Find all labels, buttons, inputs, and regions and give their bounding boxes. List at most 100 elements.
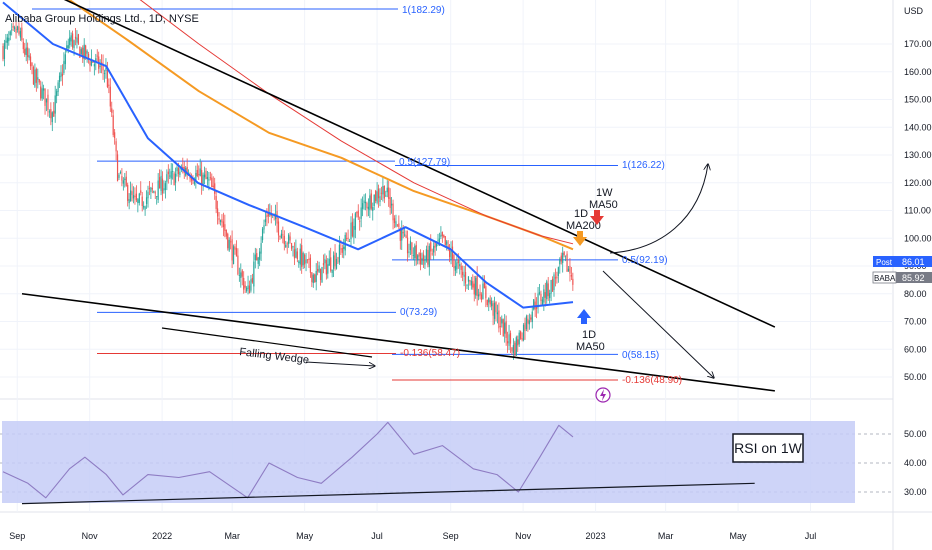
candle-body [462, 271, 464, 276]
candle-body [408, 251, 410, 253]
price-tick-label: 110.00 [904, 206, 931, 216]
candles [2, 19, 574, 360]
candle-body [367, 206, 369, 210]
candle-body [219, 220, 222, 222]
candle-body [167, 171, 169, 175]
candle-body [440, 234, 442, 237]
candle-body [533, 299, 535, 310]
candle-body [311, 272, 313, 283]
candle-body [257, 257, 259, 264]
candle-body [54, 95, 56, 114]
candle-body [396, 224, 398, 226]
candle-body [101, 62, 103, 64]
candle-body [160, 175, 162, 191]
candle-body [266, 215, 268, 218]
candle-body [315, 270, 317, 282]
candle-body [50, 109, 52, 119]
candle-body [305, 259, 307, 264]
candle-body [454, 266, 456, 271]
currency-label: USD [904, 6, 924, 16]
candle-body [132, 195, 135, 199]
candle-body [51, 112, 53, 123]
candle-body [563, 251, 565, 256]
candle-body [260, 243, 262, 254]
candle-body [422, 254, 425, 261]
price-pane[interactable] [0, 0, 893, 398]
candle-body [412, 255, 414, 256]
candle-body [247, 285, 249, 290]
candle-body [417, 255, 419, 261]
breakout-projection-arrow [609, 164, 708, 254]
candle-body [389, 197, 391, 209]
candle-body [29, 56, 32, 67]
candle-body [147, 191, 149, 199]
candle-body [83, 44, 85, 60]
candle-body [90, 59, 93, 66]
candle-body [96, 55, 98, 57]
candle-body [119, 172, 122, 174]
candle-body [366, 203, 368, 209]
candle-body [288, 234, 290, 244]
rsi-axis[interactable]: 30.00 40.00 50.00 [904, 429, 927, 497]
candle-body [18, 26, 20, 34]
candle-body [116, 154, 119, 182]
time-axis[interactable]: Sep Nov 2022 Mar May Jul Sep Nov 2023 Mar May Jul [9, 531, 816, 541]
candle-body [453, 254, 455, 269]
candle-body [121, 176, 123, 181]
candle-body [444, 236, 446, 245]
price-axis[interactable]: 50.0060.0070.0080.0090.00100.00110.00120… [904, 39, 932, 382]
candle-body [77, 34, 79, 44]
candle-body [263, 225, 265, 230]
candle-body [240, 272, 242, 278]
candle-body [86, 50, 88, 54]
time-tick-label: Nov [82, 531, 99, 541]
candle-body [476, 275, 478, 297]
candle-body [356, 212, 358, 214]
candle-body [201, 170, 203, 187]
candle-body [508, 334, 510, 346]
candle-body [112, 115, 114, 135]
candle-body [559, 258, 561, 265]
candle-body [105, 67, 107, 72]
candle-body [466, 285, 468, 286]
candle-body [322, 263, 325, 266]
candle-body [507, 341, 509, 344]
candle-body [218, 218, 220, 221]
candle-body [48, 111, 50, 113]
candle-body [217, 208, 219, 217]
candle-body [505, 321, 507, 338]
candle-body [124, 178, 126, 180]
candle-body [161, 178, 164, 194]
candle-body [73, 40, 75, 49]
candle-body [111, 108, 113, 113]
candle-body [491, 300, 493, 307]
rsi-series [2, 421, 755, 505]
rsi-line [2, 421, 574, 499]
candle-body [350, 222, 352, 240]
candle-body [488, 298, 490, 303]
candle-body [524, 322, 526, 331]
time-tick-label: 2023 [586, 531, 606, 541]
candle-body [522, 324, 525, 341]
candle-body [127, 184, 129, 201]
lightning-icon[interactable] [595, 387, 611, 403]
time-tick-label: Nov [515, 531, 532, 541]
candle-body [289, 236, 291, 241]
candle-body [230, 241, 232, 243]
candle-body [357, 210, 359, 218]
candle-body [95, 58, 97, 62]
candle-body [40, 86, 42, 99]
candle-body [325, 260, 327, 275]
candle-body [31, 63, 33, 67]
candle-body [302, 252, 304, 266]
candle-body [550, 280, 552, 294]
candle-body [486, 299, 488, 306]
candle-body [549, 293, 551, 299]
candle-body [154, 192, 156, 194]
candle-body [8, 37, 10, 42]
candle-body [359, 220, 361, 222]
candle-body [208, 178, 210, 181]
candle-body [317, 268, 319, 272]
candle-body [66, 45, 68, 51]
